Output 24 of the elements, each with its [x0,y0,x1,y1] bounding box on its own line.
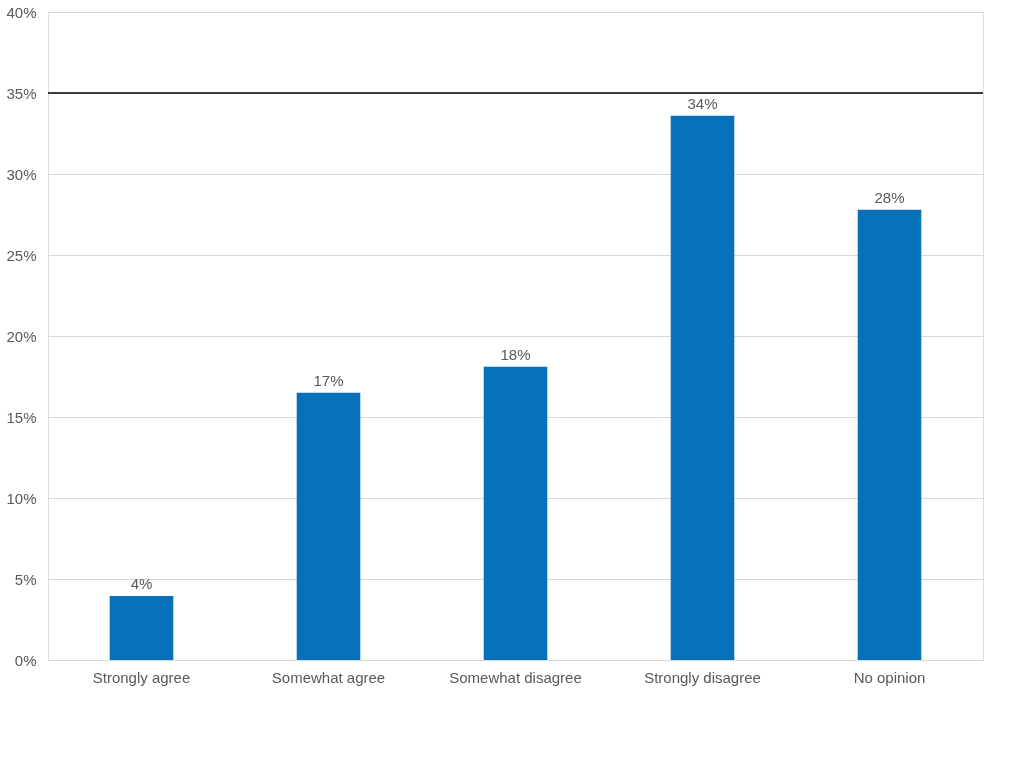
x-tick-label: Somewhat agree [271,668,386,686]
data-label: 28% [874,188,905,206]
data-label: 4% [130,575,153,593]
bar [296,392,361,660]
data-label: 18% [500,345,531,363]
x-tick-label: No opinion [853,668,926,686]
y-tick-label: 5% [14,570,37,588]
data-label: 17% [313,371,344,389]
y-tick-label: 25% [6,246,37,264]
bar [483,366,548,660]
y-tick-label: 0% [14,651,37,669]
y-tick-label: 10% [6,489,37,507]
y-tick-label: 40% [6,3,37,21]
bar [857,209,922,660]
x-tick-label: Somewhat disagree [449,668,582,686]
y-tick-label: 35% [6,84,37,102]
y-tick-label: 20% [6,327,37,345]
x-tick-label: Strongly agree [92,668,191,686]
y-tick-label: 30% [6,165,37,183]
x-tick-label: Strongly disagree [644,668,761,686]
bar [670,115,735,660]
bar [109,596,174,660]
data-label: 34% [687,94,718,112]
y-tick-label: 15% [6,408,37,426]
